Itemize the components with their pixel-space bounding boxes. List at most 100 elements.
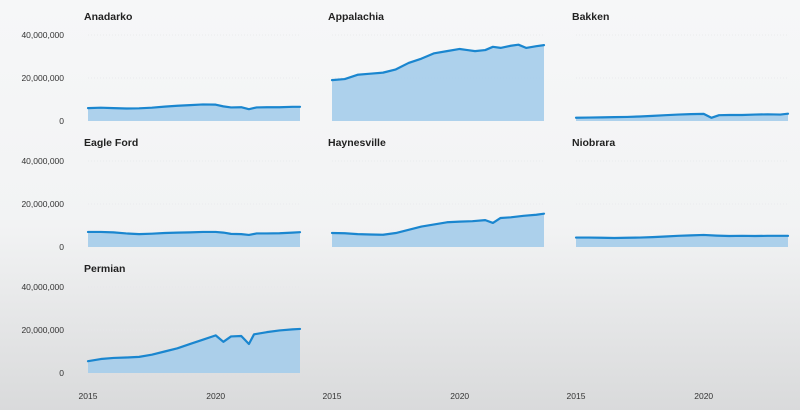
data-point bbox=[664, 235, 666, 238]
data-point bbox=[291, 328, 293, 330]
series-line bbox=[86, 230, 302, 237]
y-tick-label: 0 bbox=[59, 368, 64, 378]
data-point bbox=[433, 52, 435, 54]
data-point bbox=[408, 229, 410, 231]
data-point bbox=[112, 107, 115, 109]
data-point bbox=[112, 357, 115, 359]
data-point bbox=[626, 237, 628, 239]
data-point bbox=[100, 231, 102, 233]
data-point bbox=[575, 117, 577, 119]
panel-title: Haynesville bbox=[328, 137, 386, 149]
data-point bbox=[299, 231, 301, 233]
panel-title: Anadarko bbox=[84, 11, 132, 23]
data-point bbox=[492, 46, 494, 48]
data-point bbox=[189, 231, 191, 233]
panel-title: Bakken bbox=[572, 11, 609, 23]
data-point bbox=[189, 343, 191, 345]
data-point bbox=[703, 234, 705, 236]
data-point bbox=[484, 219, 486, 221]
y-tick-label: 20,000,000 bbox=[21, 325, 64, 335]
data-point bbox=[291, 106, 293, 108]
data-point bbox=[588, 116, 590, 119]
data-point bbox=[248, 343, 250, 345]
data-point bbox=[766, 235, 769, 237]
panel-title: Eagle Ford bbox=[84, 137, 138, 149]
data-point bbox=[459, 48, 461, 50]
data-point bbox=[652, 115, 654, 117]
data-point bbox=[703, 113, 705, 115]
data-point bbox=[535, 45, 537, 47]
data-point bbox=[112, 231, 115, 233]
data-point bbox=[382, 234, 384, 236]
data-point bbox=[600, 237, 603, 239]
data-point bbox=[253, 333, 255, 335]
panel-eagle-ford: Eagle Ford 0 20,000,000 40,000,000 bbox=[21, 137, 302, 252]
data-point bbox=[741, 114, 743, 116]
data-point bbox=[471, 220, 474, 222]
data-point bbox=[222, 105, 224, 107]
data-point bbox=[690, 113, 692, 115]
data-point bbox=[369, 73, 371, 75]
y-tick-label: 40,000,000 bbox=[21, 282, 64, 292]
data-point bbox=[575, 236, 577, 239]
data-point bbox=[754, 113, 756, 116]
data-point bbox=[499, 47, 502, 49]
data-point bbox=[728, 235, 730, 237]
data-point bbox=[459, 221, 461, 223]
panel-title: Appalachia bbox=[328, 11, 384, 23]
data-point bbox=[248, 108, 250, 110]
data-point bbox=[664, 114, 666, 116]
panel-title: Niobrara bbox=[572, 137, 615, 149]
data-point bbox=[779, 235, 781, 237]
data-point bbox=[299, 328, 301, 330]
data-point bbox=[433, 223, 435, 226]
data-point bbox=[266, 232, 268, 235]
data-point bbox=[87, 107, 89, 109]
data-point bbox=[151, 233, 153, 235]
data-point bbox=[535, 214, 537, 216]
data-point bbox=[331, 79, 333, 81]
data-point bbox=[125, 356, 127, 359]
data-point bbox=[522, 215, 525, 217]
data-point bbox=[299, 106, 301, 108]
data-point bbox=[240, 233, 242, 235]
data-point bbox=[248, 234, 250, 236]
panel-haynesville: Haynesville bbox=[328, 137, 546, 247]
data-point bbox=[255, 232, 258, 235]
data-point bbox=[517, 44, 520, 46]
data-point bbox=[600, 116, 603, 118]
data-point bbox=[138, 107, 140, 109]
data-point bbox=[543, 44, 545, 46]
panel-bakken: Bakken bbox=[572, 11, 790, 121]
data-point bbox=[395, 68, 397, 70]
data-point bbox=[230, 106, 232, 109]
data-point bbox=[151, 107, 153, 109]
data-point bbox=[100, 358, 102, 360]
data-point bbox=[255, 106, 258, 109]
data-point bbox=[446, 50, 448, 52]
data-point bbox=[344, 78, 346, 80]
x-tick-label: 2015 bbox=[567, 391, 586, 401]
area-fill bbox=[332, 213, 544, 247]
data-point bbox=[176, 231, 178, 234]
y-tick-label: 0 bbox=[59, 242, 64, 252]
data-point bbox=[474, 50, 476, 52]
data-point bbox=[215, 104, 217, 106]
x-tick-label: 2015 bbox=[79, 391, 98, 401]
series-line bbox=[86, 103, 302, 111]
data-point bbox=[639, 236, 641, 239]
panel-title: Permian bbox=[84, 263, 125, 275]
data-point bbox=[278, 329, 281, 332]
data-point bbox=[240, 106, 242, 108]
data-point bbox=[164, 350, 166, 353]
data-point bbox=[356, 233, 359, 235]
data-point bbox=[525, 47, 527, 49]
area-fill bbox=[88, 328, 300, 373]
data-point bbox=[222, 231, 224, 234]
data-point bbox=[446, 221, 448, 223]
data-point bbox=[639, 115, 641, 118]
data-point bbox=[395, 232, 397, 234]
data-point bbox=[278, 232, 281, 234]
data-point bbox=[382, 72, 384, 74]
y-tick-label: 40,000,000 bbox=[21, 30, 64, 40]
